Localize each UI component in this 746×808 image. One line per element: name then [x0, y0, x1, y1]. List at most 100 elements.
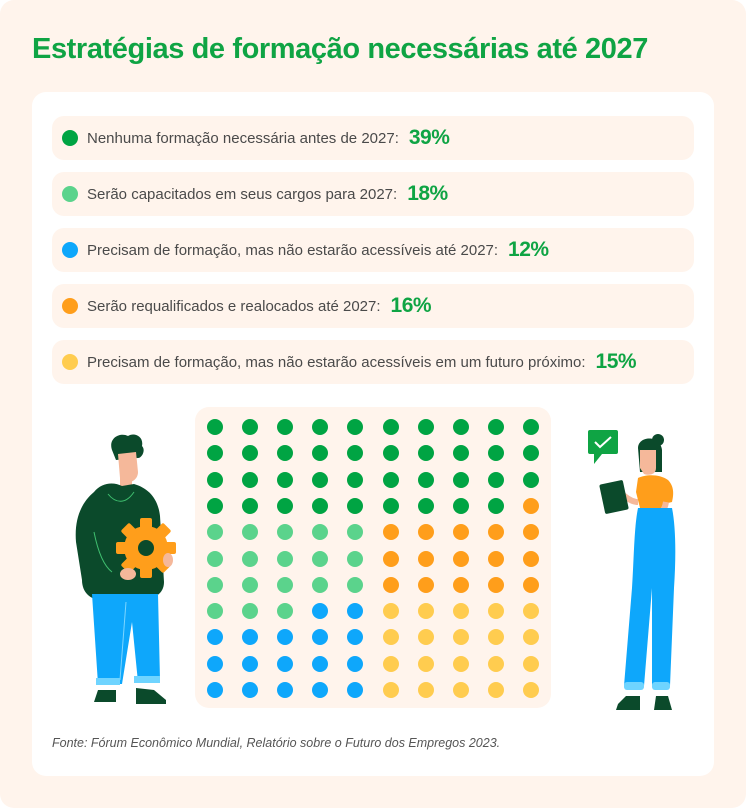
- grid-dot: [277, 682, 294, 698]
- legend-dot-dark-green-icon: [62, 130, 78, 146]
- grid-dot: [312, 471, 329, 488]
- grid-dot: [417, 471, 434, 488]
- grid-dot: [487, 419, 504, 435]
- legend-label: Serão capacitados em seus cargos para 20…: [87, 185, 398, 203]
- grid-dot: [242, 497, 259, 514]
- legend-label: Precisam de formação, mas não estarão ac…: [87, 241, 499, 259]
- grid-dot: [452, 576, 469, 593]
- grid-dot: [417, 682, 434, 698]
- grid-dot: [242, 550, 259, 567]
- grid-dot: [277, 603, 294, 620]
- legend-value: 39%: [408, 126, 450, 149]
- grid-dot: [347, 550, 364, 567]
- grid-dot: [277, 629, 294, 646]
- grid-dot: [312, 682, 329, 698]
- grid-dot: [312, 655, 329, 672]
- grid-dot: [452, 550, 469, 567]
- grid-dot: [487, 524, 504, 541]
- legend-item-no-training: Nenhuma formação necessária antes de 202…: [52, 116, 694, 160]
- grid-dot: [277, 576, 294, 593]
- grid-dot: [347, 524, 364, 541]
- grid-dot: [382, 471, 399, 488]
- legend-value: 18%: [407, 182, 448, 205]
- grid-dot: [277, 445, 294, 462]
- grid-dot: [452, 419, 469, 435]
- grid-dot: [382, 524, 399, 541]
- grid-dot: [417, 445, 434, 462]
- grid-dot: [522, 603, 539, 620]
- grid-dot: [312, 445, 329, 462]
- legend-dot-orange-icon: [62, 298, 78, 314]
- grid-dot: [452, 655, 469, 672]
- chart-title: Estratégias de formação necessárias até …: [32, 33, 648, 65]
- check-speech-bubble-icon: [588, 430, 618, 464]
- grid-dot: [312, 497, 329, 514]
- grid-dot: [312, 603, 329, 620]
- grid-dot: [207, 419, 223, 435]
- grid-dot: [207, 655, 223, 672]
- grid-dot: [452, 524, 469, 541]
- legend-label: Nenhuma formação necessária antes de 202…: [87, 129, 399, 147]
- grid-dot: [487, 550, 504, 567]
- grid-dot: [487, 682, 504, 698]
- grid-dot: [522, 471, 539, 488]
- grid-dot: [382, 550, 399, 567]
- grid-dot: [277, 471, 294, 488]
- grid-dot: [207, 497, 223, 514]
- grid-dot: [452, 682, 469, 698]
- grid-dot: [312, 524, 329, 541]
- grid-dot: [522, 655, 539, 672]
- grid-dot: [417, 524, 434, 541]
- grid-dot: [452, 445, 469, 462]
- grid-dot: [347, 445, 364, 462]
- grid-dot: [382, 497, 399, 514]
- grid-dot: [487, 629, 504, 646]
- legend-dot-light-green-icon: [62, 186, 78, 202]
- grid-dot: [382, 445, 399, 462]
- grid-dot: [522, 445, 539, 462]
- grid-dot: [522, 576, 539, 593]
- grid-dot: [347, 655, 364, 672]
- grid-dot: [207, 445, 223, 462]
- grid-dot: [242, 445, 259, 462]
- man-with-gear-illustration-icon: [75, 434, 176, 704]
- grid-dot: [207, 550, 223, 567]
- grid-dot: [347, 419, 364, 435]
- legend-value: 16%: [390, 294, 432, 317]
- grid-dot: [522, 524, 539, 541]
- grid-dot: [417, 419, 434, 435]
- grid-dot: [487, 471, 504, 488]
- grid-dot: [417, 603, 434, 620]
- grid-dot: [522, 629, 539, 646]
- grid-dot: [207, 682, 223, 698]
- grid-dot: [487, 576, 504, 593]
- grid-dot: [382, 419, 399, 435]
- grid-dot: [277, 419, 294, 435]
- grid-dot: [487, 603, 504, 620]
- source-note: Fonte: Fórum Econômico Mundial, Relatóri…: [52, 736, 501, 750]
- grid-dot: [277, 497, 294, 514]
- grid-dot: [242, 603, 259, 620]
- grid-dot: [382, 629, 399, 646]
- grid-dot: [277, 550, 294, 567]
- grid-dot: [347, 603, 364, 620]
- legend-label: Precisam de formação, mas não estarão ac…: [87, 353, 586, 371]
- legend-label: Serão requalificados e realocados até 20…: [87, 297, 381, 315]
- grid-dot: [207, 576, 223, 593]
- grid-dot: [347, 471, 364, 488]
- grid-dot: [277, 655, 294, 672]
- legend-item-training-not-accessible-future: Precisam de formação, mas não estarão ac…: [52, 340, 694, 384]
- grid-dot: [417, 550, 434, 567]
- grid-dot: [347, 497, 364, 514]
- grid-dot: [242, 524, 259, 541]
- grid-dot: [312, 550, 329, 567]
- grid-dot: [207, 629, 223, 646]
- grid-dot: [312, 576, 329, 593]
- grid-dot: [207, 603, 223, 620]
- grid-dot: [382, 603, 399, 620]
- grid-dot: [347, 629, 364, 646]
- grid-dot: [242, 471, 259, 488]
- grid-dot: [417, 497, 434, 514]
- grid-dot: [452, 603, 469, 620]
